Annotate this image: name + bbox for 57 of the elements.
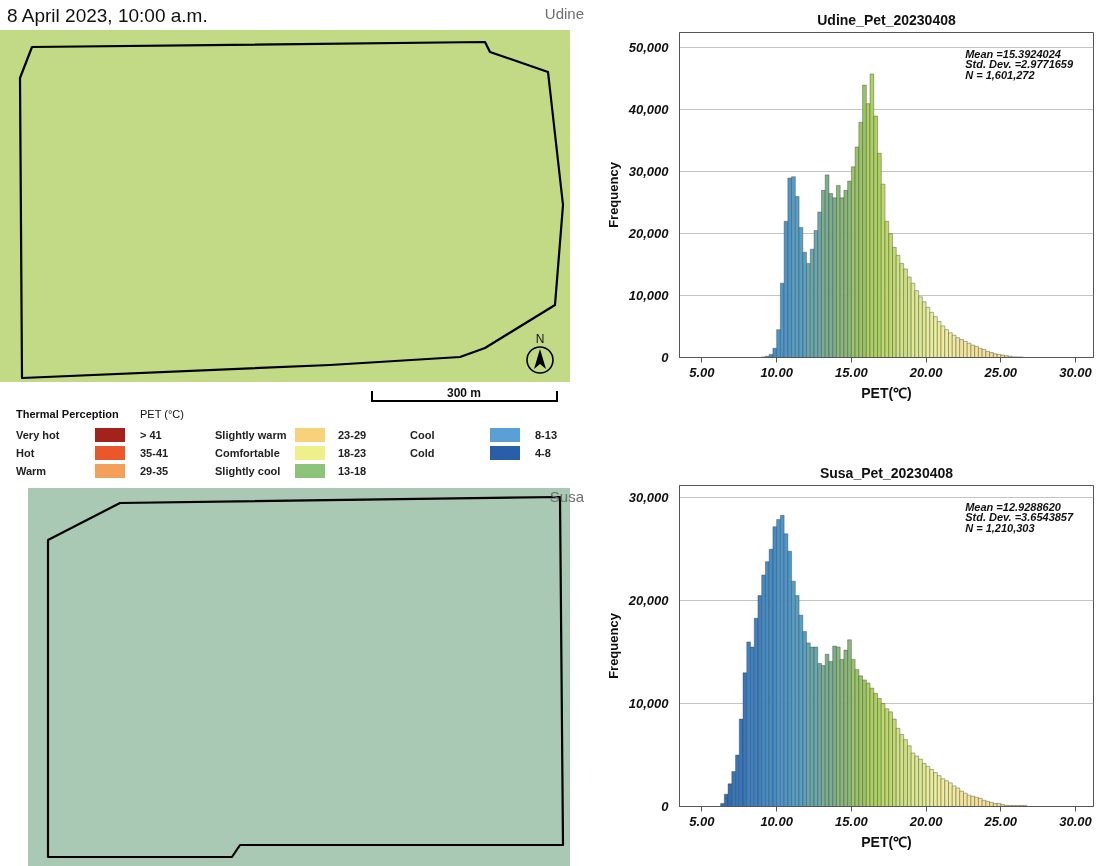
y-tick-label: 20,000 <box>627 226 670 242</box>
x-tick-label: 15.00 <box>835 813 869 829</box>
x-tick-label: 5.00 <box>689 364 716 380</box>
x-tick-label: 10.00 <box>760 813 794 829</box>
annotation: Std. Dev. =3.6543857 <box>965 511 1074 523</box>
y-tick-label: 30,000 <box>628 490 670 506</box>
text: 18-23 <box>338 447 367 459</box>
x-tick-label: 10.00 <box>760 364 794 380</box>
text: N <box>535 332 545 346</box>
category-label: Slightly warm <box>215 429 287 441</box>
y-tick-label: 20,000 <box>627 593 670 609</box>
text: 8-13 <box>535 429 558 441</box>
y-tick-label: 40,000 <box>627 102 670 118</box>
y-tick-label: 10,000 <box>628 696 670 712</box>
y-axis-title: Frequency <box>605 161 621 228</box>
text: 23-29 <box>338 429 367 441</box>
text: > 41 <box>140 429 162 441</box>
text: PET (°C) <box>140 408 184 420</box>
category-label: Cool <box>410 429 435 441</box>
category-label: Very hot <box>16 429 60 441</box>
legend-title: Thermal Perception <box>16 408 119 420</box>
text: Susa <box>549 488 585 505</box>
x-axis-title: PET(℃) <box>861 384 912 401</box>
text: 35-41 <box>140 447 169 459</box>
x-tick-label: 20.00 <box>908 813 944 829</box>
annotation: Mean =12.9288620 <box>965 500 1062 513</box>
annotation: N = 1,601,272 <box>965 68 1035 81</box>
y-axis-title: Frequency <box>605 612 621 679</box>
x-axis-title: PET(℃) <box>861 833 912 850</box>
text: Udine <box>544 5 584 22</box>
x-tick-label: 15.00 <box>835 364 869 380</box>
chart-title: Udine_Pet_20230408 <box>817 11 956 28</box>
category-label: Warm <box>16 465 47 477</box>
x-tick-label: 5.00 <box>689 813 716 829</box>
x-tick-label: 30.00 <box>1059 364 1093 380</box>
category-label: Hot <box>16 447 35 459</box>
annotation: Mean =15.3924024 <box>965 47 1061 60</box>
x-tick-label: 30.00 <box>1059 813 1093 829</box>
x-tick-label: 25.00 <box>983 364 1018 380</box>
category-label: Slightly cool <box>215 465 281 477</box>
text: 4-8 <box>535 447 551 459</box>
category-label: Cold <box>410 447 435 459</box>
y-tick-label: 0 <box>661 799 670 814</box>
category-label: Comfortable <box>215 447 280 459</box>
text: 13-18 <box>338 465 367 477</box>
chart-title: Susa_Pet_20230408 <box>819 464 954 481</box>
x-tick-label: 20.00 <box>908 364 944 380</box>
text: 300 m <box>446 386 482 400</box>
text: 29-35 <box>140 465 169 477</box>
x-tick-label: 25.00 <box>983 813 1018 829</box>
annotation: Std. Dev. =2.9771659 <box>965 58 1074 70</box>
y-tick-label: 0 <box>661 350 670 365</box>
annotation: N = 1,210,303 <box>965 521 1035 534</box>
y-tick-label: 10,000 <box>628 288 670 304</box>
y-tick-label: 50,000 <box>628 40 670 56</box>
text: 8 April 2023, 10:00 a.m. <box>7 5 208 26</box>
y-tick-label: 30,000 <box>628 164 670 180</box>
